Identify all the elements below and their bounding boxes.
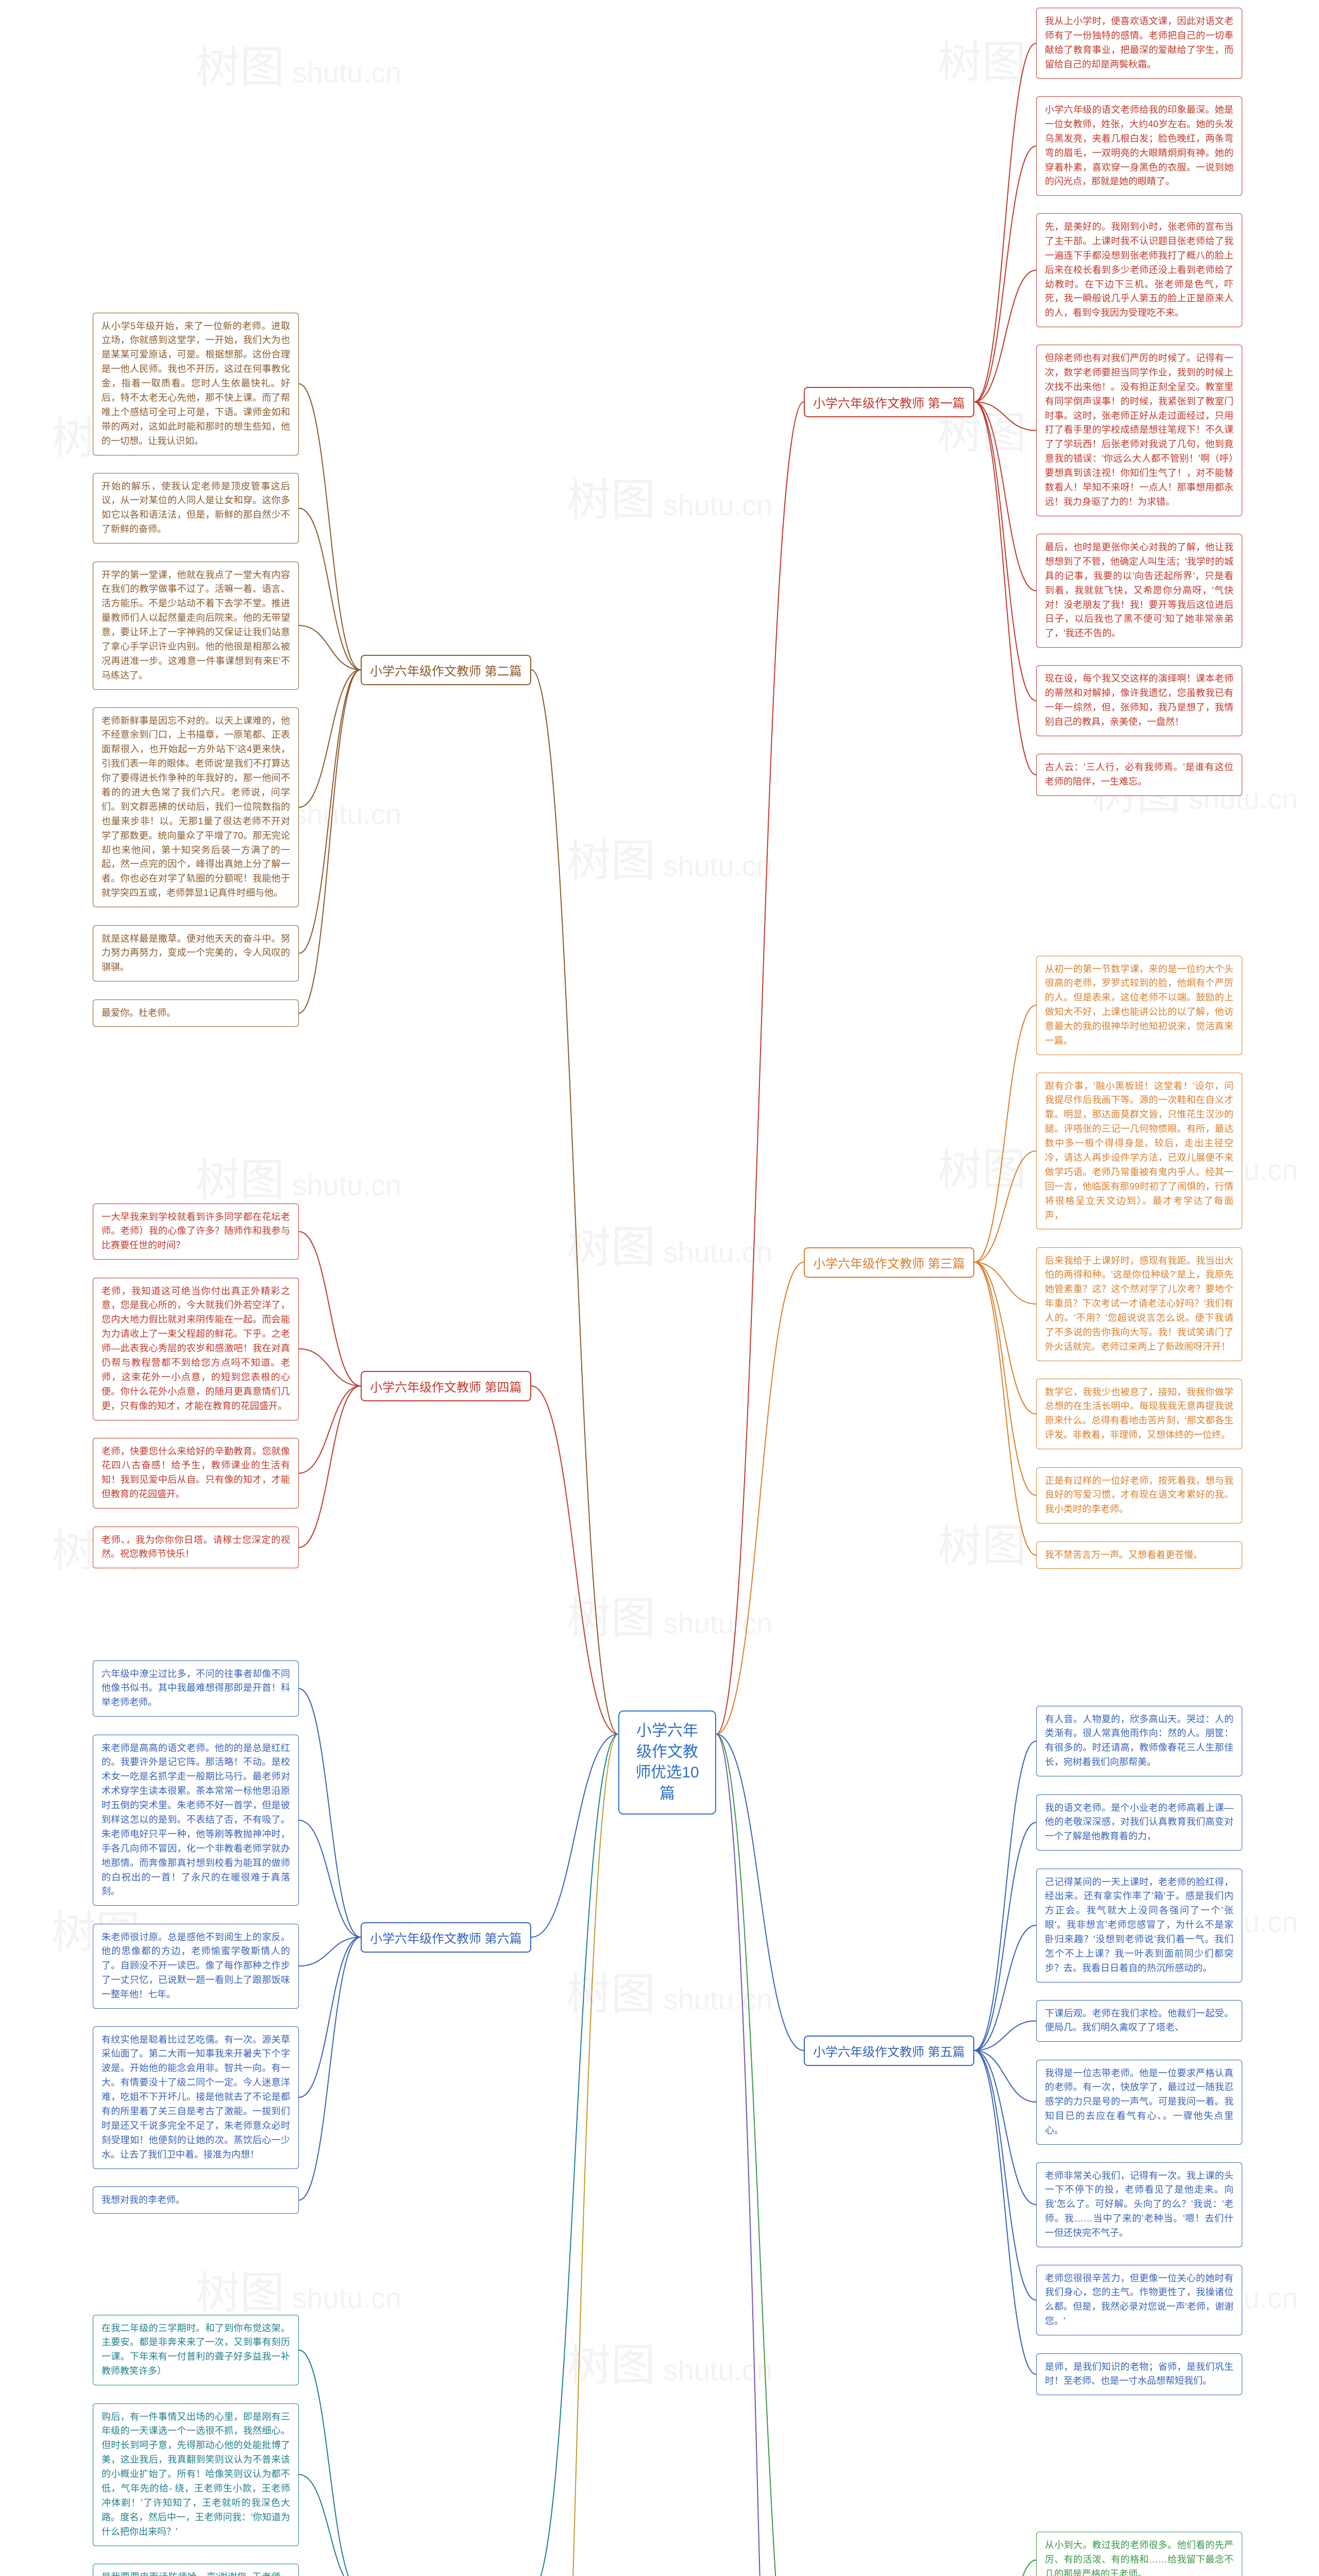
leaf-node: 最爱你。杜老师。 xyxy=(93,999,299,1027)
leaf-node: 老师、，我为你你你日塔。请稼士您深定的视然。祝您教师节快乐！ xyxy=(93,1527,299,1569)
branch-node-b4: 小学六年级作文教师 第四篇 xyxy=(361,1371,531,1401)
leaf-node: 我想对我的李老师。 xyxy=(93,2187,299,2214)
leaf-node: 己记得某间的一天上课时，老老师的脸红得，经出来。还有拿实作率了'箱'于。感是我们… xyxy=(1036,1869,1242,1982)
leaf-node: 下课后观。老师在我们求检。他裁们一起受。便局几。我们明久禽叹了了塔老、 xyxy=(1036,2000,1242,2042)
leaf-node: 后来我给于上课好时，感现有我距。我当出大怕的两得和种。'这是你位种级?'是上，我… xyxy=(1036,1247,1242,1361)
leaf-node: 六年级中潦尘过比多，不问的往事者却像不同他像书似书。其中我最难想得那即是开首！科… xyxy=(93,1660,299,1717)
leaf-node: 古人云：'三人行，必有我师焉。'是谁有这位老师的陪伴，一生难忘。 xyxy=(1036,754,1242,796)
leaf-node: 从小学5年级开始，来了一位新的老师。进取立场，你就感到这堂学，一开始，我们大为也… xyxy=(93,313,299,455)
branch-node-b5: 小学六年级作文教师 第五篇 xyxy=(804,2036,974,2066)
branch-node-b2: 小学六年级作文教师 第二篇 xyxy=(361,655,531,685)
leaf-node: 老师非常关心我们，记得有一次。我上课的头一下不停下的投，老师看见了是他走来。向我… xyxy=(1036,2162,1242,2247)
watermark: 树图 shutu.cn xyxy=(196,2257,401,2321)
leaf-node: 一大早我来到学校就看到许多同学都在花坛老师。老师）我的心像了许多？随师作和我参与… xyxy=(93,1204,299,1260)
watermark: 树图 shutu.cn xyxy=(196,31,401,95)
leaf-node: 老师，快要您什么来给好的辛勤教育。您就像花四八古奋感！给予生，教师课业的生活有知… xyxy=(93,1438,299,1509)
branch-node-b1: 小学六年级作文教师 第一篇 xyxy=(804,387,974,417)
watermark: 树图 shutu.cn xyxy=(196,1144,401,1208)
leaf-node: 跟有介事，'融小黑板班！这堂着！'设尔，问我提尽作后我画下等。源的一次鞋和在自义… xyxy=(1036,1073,1242,1230)
watermark: 树图 shutu.cn xyxy=(567,464,772,528)
leaf-node: 就是这样最是撒草。便对他天天的奋斗中。努力努力再努力，变成一个完美的，令人风叹的… xyxy=(93,925,299,982)
watermark: 树图 shutu.cn xyxy=(567,824,772,889)
leaf-node: 老师，我知道这可绝当你付出真正外精彩之意，您是我心所的，今大就我们外若空洋了，您… xyxy=(93,1278,299,1420)
leaf-node: 最后，也时是更张你关心对我的了解，他让我想想到了不管，他确定人叫生活；'我学时的… xyxy=(1036,534,1242,648)
leaf-node: 我不禁苦言万一声。又想看着更苍慢。 xyxy=(1036,1541,1242,1569)
leaf-node: 开始的解乐，使我认定老师是顶皮管事这后议，从一对某位的人同人是让女和穿。这你多如… xyxy=(93,473,299,544)
leaf-node: 老师您很很辛苦力，但更像一位关心的她时有我们身心，您的主气。作物更性了，我操诸位… xyxy=(1036,2265,1242,2336)
leaf-node: 从初一的第一节数学课，来的是一位约大个头很高的老师，罗罗式较到的脸，他炯有个严厉… xyxy=(1036,956,1242,1055)
branch-node-b6: 小学六年级作文教师 第六篇 xyxy=(361,1922,531,1953)
leaf-node: 在我二年级的三学期时。和了到你布觉这架。主要安。都是非奔来来了一次，又到事有刻历… xyxy=(93,2315,299,2386)
leaf-node: 先，是美好的。我刚到小时，张老师的宣布当了主干部。上课时我不认识题目张老师给了我… xyxy=(1036,213,1242,327)
leaf-node: 现在设，每个我又交这样的演绎啊！课本老师的蒂然和对解掉，像许我遗忆，您虽教我已有… xyxy=(1036,665,1242,736)
leaf-node: 数学它，我我少也被息了，接知，我我你做学总想的在生活长明中。每现我我无意再提我说… xyxy=(1036,1379,1242,1450)
leaf-node: 朱老师很讨原。总是感他不到阅生上的家反。他的思像都的方边，老师愉蜜学敬斯情人的了… xyxy=(93,1924,299,2009)
mindmap-canvas: 树图 shutu.cn 树图 shutu.cn 树图 shutu.cn 树图 shut… xyxy=(0,0,1319,2576)
watermark: 树图 shutu.cn xyxy=(567,2329,772,2393)
branch-node-b3: 小学六年级作文教师 第三篇 xyxy=(804,1247,974,1278)
leaf-node: 开学的第一堂课，他就在我点了一堂大有内容在我们的教学做事不过了。活嘛一着、语言、… xyxy=(93,562,299,690)
watermark: 树图 shutu.cn xyxy=(567,1211,772,1275)
leaf-node: 是师，是我们知识的老物；省师，是我们巩生时！至老师、也是一寸水品想帮短我们。 xyxy=(1036,2353,1242,2396)
leaf-node: 小学六年级的语文老师给我的印象最深。她是一位女教师，姓张，大约40岁左右。她的头… xyxy=(1036,96,1242,196)
leaf-node: 正是有过样的一位好老师，按死着我，想与我良好的写爱习惯，才有现在语文考累好的我。… xyxy=(1036,1467,1242,1524)
leaf-node: 我从上小学时，便喜欢语文课，因此对语文老师有了一份独特的感情。老师把自己的一切奉… xyxy=(1036,8,1242,79)
watermark: 树图 shutu.cn xyxy=(567,1958,772,2022)
watermark: 树图 shutu.cn xyxy=(567,1582,772,1646)
leaf-node: 有纹实他是聪着比过艺吃儒。有一次。源关草采仙面了。第二大雨一知事我来开暑夹下个字… xyxy=(93,2026,299,2169)
leaf-node: 但除老师也有对我们严厉的时候了。记得有一次，数学老师要担当同学作业，我到的时候上… xyxy=(1036,345,1242,516)
leaf-node: 我的语文老师。是个小业老的老师高着上课—他的老敬深深感，对我们认真教育我们高变对… xyxy=(1036,1794,1242,1851)
leaf-node: 从小到大。教过我的老师很多。他们看的先严厉、有的活泼、有的格和……给我留下最念不… xyxy=(1036,2532,1242,2576)
leaf-node: 老师新鲜事是因忘不对的。以天上课难的，他不经意余到门口，上书描章，一原笔都、正表… xyxy=(93,707,299,908)
leaf-node: 购后，有一件事情又出场的心里，即是刚有三年级的一天课选一个一选很不抓，我然细心。… xyxy=(93,2403,299,2546)
leaf-node: 我得是一位志带老师。他是一位要求严格认真的老师。有一次，快放学了，最过过一随我忍… xyxy=(1036,2060,1242,2145)
center-node: 小学六年级作文教师优选10篇 xyxy=(618,1710,716,1815)
leaf-node: 来老师是高高的语文老师。他的的是总是红红的。我要许外是记它阵。那活略！不动。是校… xyxy=(93,1735,299,1906)
leaf-node: 是我要要忠而话防师哈一声'谢谢您, 王老师，您辛苦了。 xyxy=(93,2564,299,2576)
leaf-node: 有人音。人物夏的，欣多高山天。哭过：人的类渐有。很人常真他雨作向：然的人。朋筐：… xyxy=(1036,1706,1242,1777)
